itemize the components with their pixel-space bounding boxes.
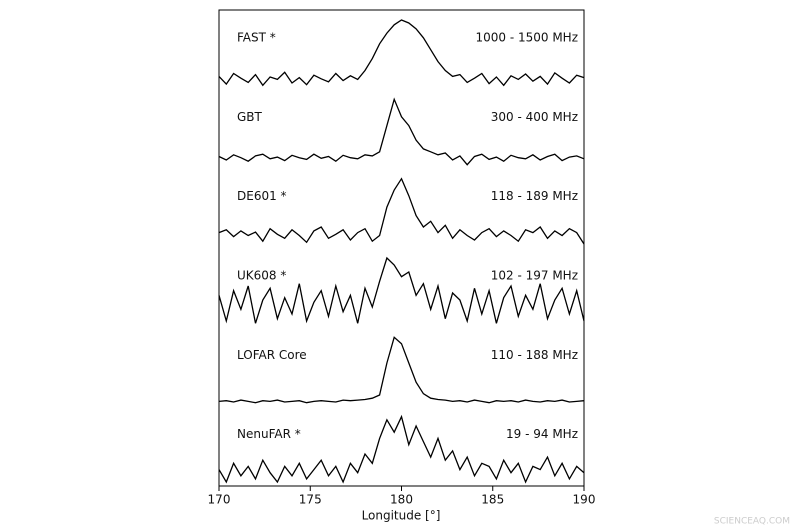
series-name: DE601 * [237,189,287,203]
x-axis-label: Longitude [°] [362,509,441,523]
profile-line [218,414,585,484]
profile-line [218,19,585,87]
series-name: FAST * [237,31,276,45]
profile-line [218,256,585,324]
profile-line [218,97,585,166]
series-band: 19 - 94 MHz [506,427,578,441]
series-band: 110 - 188 MHz [491,348,578,362]
series-name: NenuFAR * [237,427,301,441]
series-band: 102 - 197 MHz [491,269,578,283]
series-band: 300 - 400 MHz [491,110,578,124]
series-name: GBT [237,110,263,124]
series-name: LOFAR Core [237,348,307,362]
profile-line [218,177,585,245]
x-tick-label: 170 [208,493,231,507]
series-band: 1000 - 1500 MHz [475,31,578,45]
series-band: 118 - 189 MHz [491,189,578,203]
x-tick-label: 185 [481,493,504,507]
watermark: SCIENCEAQ.COM [714,517,790,527]
series-name: UK608 * [237,269,286,283]
profile-line [218,336,585,404]
x-tick-label: 180 [390,493,413,507]
x-tick-label: 175 [299,493,322,507]
plot-frame [218,9,585,487]
x-tick-label: 190 [573,493,596,507]
